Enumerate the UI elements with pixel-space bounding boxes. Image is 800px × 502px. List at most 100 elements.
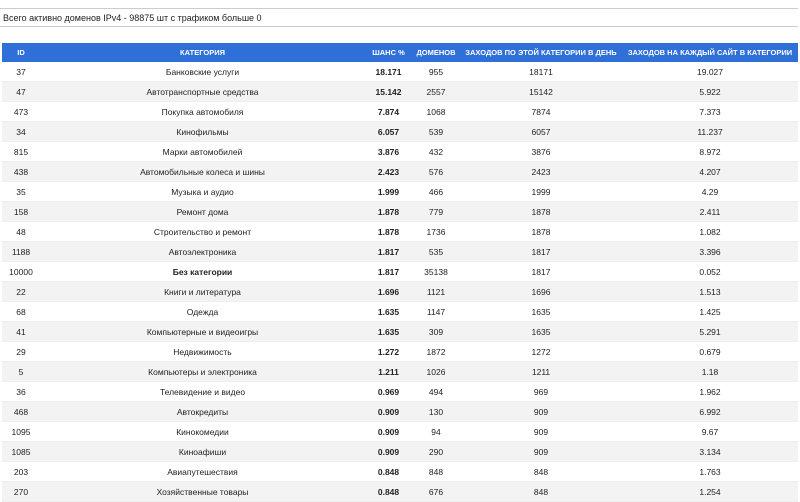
- table-cell: 2557: [412, 81, 460, 102]
- table-cell: 1635: [460, 301, 622, 322]
- table-row: 468 Автокредиты 0.909 130 909 6.992: [2, 401, 798, 422]
- table-cell: 466: [412, 181, 460, 202]
- table-cell: 1.999: [365, 181, 412, 202]
- table-cell: 539: [412, 121, 460, 142]
- column-header: ЗАХОДОВ НА КАЖДЫЙ САЙТ В КАТЕГОРИИ: [622, 43, 798, 62]
- table-cell: Музыка и аудио: [40, 181, 365, 202]
- table-cell: 130: [412, 401, 460, 422]
- table-cell: 3.876: [365, 141, 412, 162]
- table-cell: 1.696: [365, 281, 412, 302]
- table-cell: 0.848: [365, 461, 412, 482]
- column-header: ID: [2, 43, 40, 62]
- table-cell: 494: [412, 381, 460, 402]
- table-cell: 6.057: [365, 121, 412, 142]
- table-cell: 7874: [460, 101, 622, 122]
- table-row: 815 Марки автомобилей 3.876 432 3876 8.972: [2, 141, 798, 162]
- table-cell: 68: [2, 301, 40, 322]
- table-cell: 1878: [460, 201, 622, 222]
- table-cell: 1.272: [365, 341, 412, 362]
- table-cell: 15142: [460, 81, 622, 102]
- table-cell: 1.817: [365, 241, 412, 262]
- table-row: 37 Банковские услуги 18.171 955 18171 19.027: [2, 62, 798, 82]
- table-cell: 5.291: [622, 321, 798, 342]
- table-cell: 47: [2, 81, 40, 102]
- table-cell: Телевидение и видео: [40, 381, 365, 402]
- table-cell: 1.635: [365, 301, 412, 322]
- table-cell: 3876: [460, 141, 622, 162]
- table-cell: 1.962: [622, 381, 798, 402]
- table-cell: 0.679: [622, 341, 798, 362]
- table-cell: 909: [460, 441, 622, 462]
- table-row: 68 Одежда 1.635 1147 1635 1.425: [2, 301, 798, 322]
- table-body: 37 Банковские услуги 18.171 955 18171 19.027 4…: [2, 62, 798, 502]
- table-row: 41 Компьютерные и видеоигры 1.635 309 1635 5.…: [2, 321, 798, 342]
- table-cell: 1872: [412, 341, 460, 362]
- table-cell: 909: [460, 401, 622, 422]
- table-cell: 290: [412, 441, 460, 462]
- table-cell: 1.878: [365, 221, 412, 242]
- summary: Всего активно доменов IPv4 - 98875 шт с …: [0, 8, 798, 27]
- table-cell: 36: [2, 381, 40, 402]
- table-cell: Автотранспортные средства: [40, 81, 365, 102]
- table-cell: 3.396: [622, 241, 798, 262]
- table-cell: Автокредиты: [40, 401, 365, 422]
- table-cell: 1736: [412, 221, 460, 242]
- table-cell: 1817: [460, 241, 622, 262]
- column-header: КАТЕГОРИЯ: [40, 43, 365, 62]
- table-cell: 468: [2, 401, 40, 422]
- table-cell: Строительство и ремонт: [40, 221, 365, 242]
- header-row: ID КАТЕГОРИЯ ШАНС % ДОМЕНОВ ЗАХОДОВ ПО ЭТОЙ …: [2, 43, 798, 62]
- table-cell: 779: [412, 201, 460, 222]
- table-cell: Автоэлектроника: [40, 241, 365, 262]
- table-row: 1085 Киноафиши 0.909 290 909 3.134: [2, 441, 798, 462]
- table-cell: 1635: [460, 321, 622, 342]
- table-cell: Ремонт дома: [40, 201, 365, 222]
- table-cell: 909: [460, 421, 622, 442]
- table-cell: 6057: [460, 121, 622, 142]
- table-cell: Покупка автомобиля: [40, 101, 365, 122]
- column-header: ЗАХОДОВ ПО ЭТОЙ КАТЕГОРИИ В ДЕНЬ: [460, 43, 622, 62]
- table-cell: 7.874: [365, 101, 412, 122]
- table-cell: 1272: [460, 341, 622, 362]
- table-cell: 1211: [460, 361, 622, 382]
- table-cell: 18171: [460, 62, 622, 82]
- column-header: ШАНС %: [365, 43, 412, 62]
- table-cell: 1026: [412, 361, 460, 382]
- table-cell: 1.635: [365, 321, 412, 342]
- table-cell: Хозяйственные товары: [40, 481, 365, 502]
- table-cell: 1121: [412, 281, 460, 302]
- table-cell: Компьютерные и видеоигры: [40, 321, 365, 342]
- table-cell: 0.909: [365, 421, 412, 442]
- table-cell: Кинокомедии: [40, 421, 365, 442]
- table-cell: Банковские услуги: [40, 62, 365, 82]
- table-cell: 1.211: [365, 361, 412, 382]
- table-cell: 48: [2, 221, 40, 242]
- table-row: 1188 Автоэлектроника 1.817 535 1817 3.396: [2, 241, 798, 262]
- table-cell: 1.254: [622, 481, 798, 502]
- table-cell: 3.134: [622, 441, 798, 462]
- table-cell: 6.992: [622, 401, 798, 422]
- table-cell: 848: [460, 481, 622, 502]
- table-cell: 1.817: [365, 261, 412, 282]
- table-cell: 41: [2, 321, 40, 342]
- table-cell: 1.18: [622, 361, 798, 382]
- table-cell: 9.67: [622, 421, 798, 442]
- table-cell: 848: [412, 461, 460, 482]
- table-cell: 270: [2, 481, 40, 502]
- table-cell: 10000: [2, 261, 40, 282]
- table-cell: 19.027: [622, 62, 798, 82]
- table-cell: 4.29: [622, 181, 798, 202]
- table-cell: 1878: [460, 221, 622, 242]
- table-cell: 158: [2, 201, 40, 222]
- table-cell: 535: [412, 241, 460, 262]
- table-cell: 18.171: [365, 62, 412, 82]
- table-cell: 0.909: [365, 441, 412, 462]
- table-cell: 5: [2, 361, 40, 382]
- table-cell: Автомобильные колеса и шины: [40, 161, 365, 182]
- table-row: 473 Покупка автомобиля 7.874 1068 7874 7.373: [2, 101, 798, 122]
- table-cell: Одежда: [40, 301, 365, 322]
- table-cell: 35138: [412, 261, 460, 282]
- table-cell: 1.425: [622, 301, 798, 322]
- table-cell: 35: [2, 181, 40, 202]
- table-cell: 0.052: [622, 261, 798, 282]
